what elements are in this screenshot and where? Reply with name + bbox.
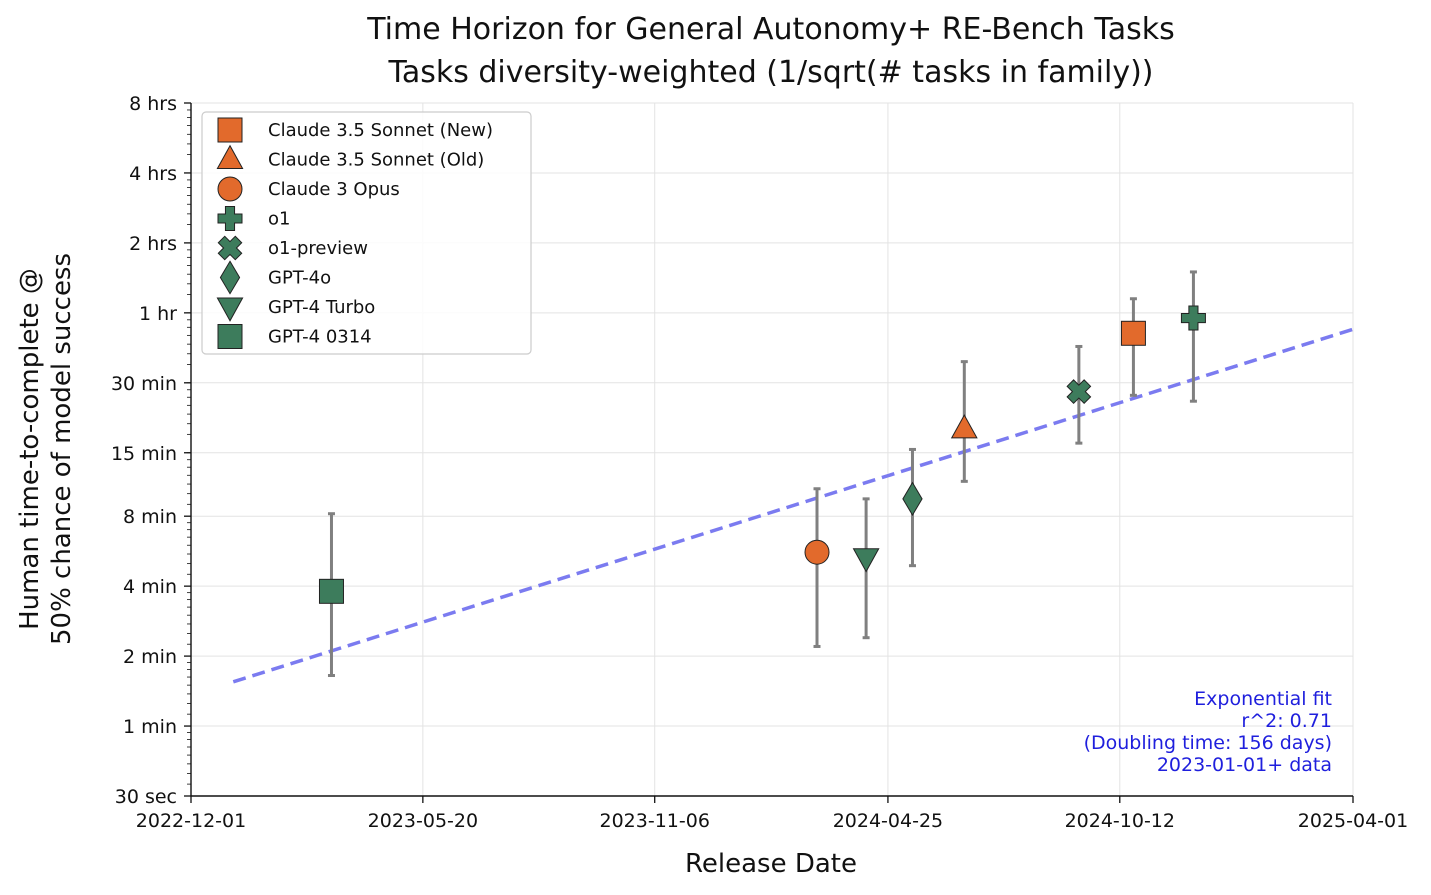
points-layer bbox=[318, 270, 1206, 678]
legend-marker-square bbox=[217, 324, 243, 349]
data-point-4 bbox=[1066, 344, 1092, 445]
data-point-0 bbox=[1120, 297, 1146, 397]
point-marker-x bbox=[1066, 379, 1092, 405]
point-marker-square bbox=[318, 578, 344, 604]
fit-annotation-line: 2023-01-01+ data bbox=[1157, 754, 1332, 776]
y-axis-label-line2: 50% chance of model success bbox=[47, 253, 77, 645]
legend: Claude 3.5 Sonnet (New) Claude 3.5 Sonnet… bbox=[201, 111, 532, 355]
x-tick-label: 2024-04-25 bbox=[833, 810, 943, 832]
y-tick-label: 4 hrs bbox=[129, 163, 177, 185]
legend-marker-circle bbox=[217, 176, 243, 202]
chart-title: Time Horizon for General Autonomy+ RE-Be… bbox=[366, 12, 1174, 47]
data-point-7 bbox=[318, 512, 344, 678]
y-tick-label: 2 min bbox=[123, 646, 177, 668]
legend-label: o1-preview bbox=[268, 238, 368, 259]
point-marker-diamond bbox=[902, 481, 923, 517]
y-tick-label: 30 sec bbox=[115, 786, 177, 808]
y-tick-label: 15 min bbox=[111, 443, 177, 465]
x-axis-label: Release Date bbox=[685, 849, 857, 879]
point-marker-square bbox=[1120, 320, 1146, 346]
legend-marker-triangle-up bbox=[216, 144, 244, 169]
exponential-fit-line bbox=[232, 327, 1354, 684]
y-tick-label: 30 min bbox=[111, 373, 177, 395]
legend-marker-diamond bbox=[219, 260, 241, 295]
legend-label: GPT-4 Turbo bbox=[268, 297, 375, 318]
y-tick-label: 8 hrs bbox=[129, 93, 177, 115]
data-point-6 bbox=[852, 497, 880, 640]
y-axis-label-line1: Human time-to-complete @ bbox=[15, 268, 45, 630]
x-tick-label: 2025-04-01 bbox=[1298, 810, 1408, 832]
legend-label: Claude 3 Opus bbox=[268, 179, 400, 200]
y-tick-label: 2 hrs bbox=[129, 233, 177, 255]
legend-label: o1 bbox=[268, 209, 290, 230]
x-tick-label: 2023-11-06 bbox=[599, 810, 709, 832]
point-marker-circle bbox=[804, 539, 830, 565]
fit-annotation-line: Exponential fit bbox=[1194, 688, 1332, 710]
y-tick-label: 1 min bbox=[123, 716, 177, 738]
legend-marker-square bbox=[217, 117, 243, 143]
chart-subtitle: Tasks diversity-weighted (1/sqrt(# tasks… bbox=[387, 55, 1153, 90]
y-tick-label: 4 min bbox=[123, 576, 177, 598]
data-point-1 bbox=[950, 360, 978, 483]
legend-box bbox=[201, 111, 532, 355]
fit-annotation-line: (Doubling time: 156 days) bbox=[1084, 732, 1332, 754]
fit-line-layer bbox=[232, 327, 1354, 684]
point-marker-triangle-up bbox=[950, 414, 978, 439]
grid bbox=[190, 102, 1354, 797]
point-marker-triangle-down bbox=[852, 548, 880, 573]
y-tick-label: 8 min bbox=[123, 506, 177, 528]
legend-marker-x bbox=[217, 235, 243, 261]
data-point-5 bbox=[902, 447, 923, 568]
x-tick-label: 2023-05-20 bbox=[368, 810, 478, 832]
data-point-3 bbox=[1180, 270, 1206, 403]
x-tick-label: 2024-10-12 bbox=[1065, 810, 1175, 832]
data-point-2 bbox=[804, 487, 830, 648]
legend-label: Claude 3.5 Sonnet (New) bbox=[268, 120, 493, 141]
legend-label: Claude 3.5 Sonnet (Old) bbox=[268, 150, 484, 171]
legend-marker-plus bbox=[217, 206, 243, 231]
legend-label: GPT-4 0314 bbox=[268, 327, 372, 348]
axes: 2022-12-01 2023-05-20 2023-11-06 2024-04-25… bbox=[111, 93, 1408, 832]
x-tick-label: 2022-12-01 bbox=[136, 810, 246, 832]
legend-marker-triangle-down bbox=[216, 297, 244, 322]
y-tick-label: 1 hr bbox=[139, 303, 177, 325]
point-marker-plus bbox=[1180, 305, 1206, 331]
fit-annotation-line: r^2: 0.71 bbox=[1241, 710, 1332, 732]
legend-label: GPT-4o bbox=[268, 268, 331, 289]
